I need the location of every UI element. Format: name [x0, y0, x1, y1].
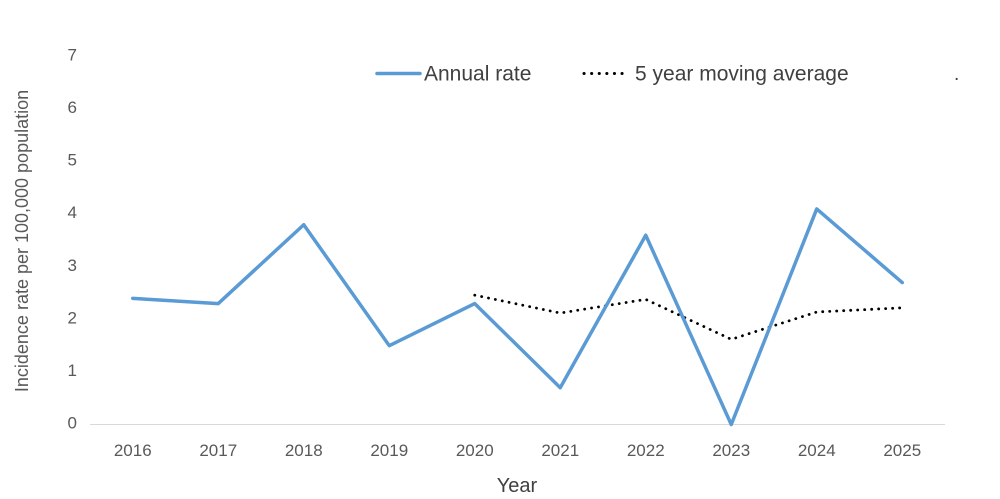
y-axis-title: Incidence rate per 100,000 population	[12, 90, 32, 392]
moving-average-legend-label: 5 year moving average	[635, 63, 849, 86]
y-tick-label: 1	[68, 361, 77, 380]
y-tick-label: 2	[68, 308, 77, 327]
x-tick-label: 2025	[883, 441, 921, 460]
x-tick-label: 2021	[541, 441, 579, 460]
x-tick-label: 2024	[798, 441, 836, 460]
y-tick-label: 7	[68, 46, 77, 65]
x-axis-title: Year	[497, 475, 538, 497]
x-tick-label: 2019	[370, 441, 408, 460]
y-tick-label: 6	[68, 98, 77, 117]
annual-rate-line	[131, 207, 904, 427]
y-tick-label: 4	[68, 203, 77, 222]
legend: Annual rate 5 year moving average	[375, 63, 849, 86]
x-tick-label: 2016	[114, 441, 152, 460]
x-axis-ticks: 2016 2017 2018 2019 2020 2021 2022 2023 2024 2025	[114, 441, 921, 460]
moving-average-line	[473, 293, 904, 341]
y-tick-label: 0	[68, 414, 77, 433]
y-tick-label: 3	[68, 256, 77, 275]
x-tick-label: 2023	[712, 441, 750, 460]
x-tick-label: 2017	[199, 441, 237, 460]
annual-rate-legend-label: Annual rate	[424, 63, 531, 86]
y-tick-label: 5	[68, 151, 77, 170]
stray-period-mark: .	[954, 64, 959, 85]
x-tick-label: 2020	[456, 441, 494, 460]
x-tick-label: 2022	[627, 441, 665, 460]
x-tick-label: 2018	[285, 441, 323, 460]
y-axis-ticks: 0 1 2 3 4 5 6 7	[68, 46, 77, 433]
